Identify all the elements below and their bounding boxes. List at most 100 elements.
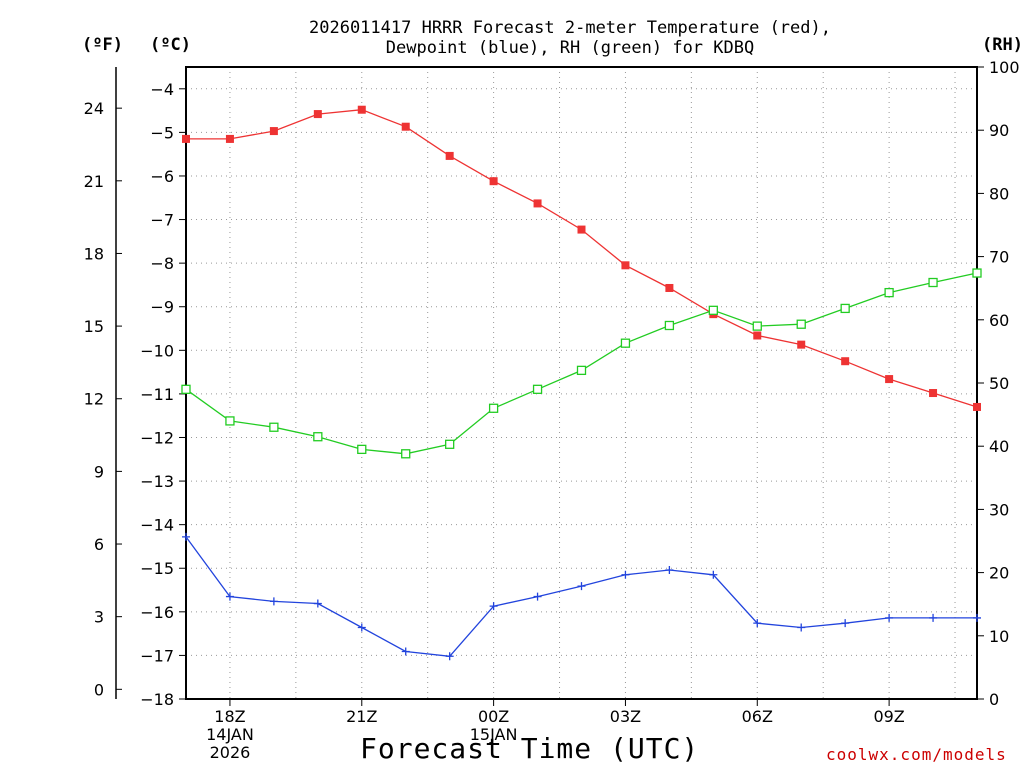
rh-tick-label: 70 xyxy=(989,248,1009,267)
fahrenheit-tick-label: 9 xyxy=(94,462,104,481)
dewpoint-point xyxy=(401,647,410,656)
rh-point xyxy=(269,422,279,432)
x-tick-label: 21Z xyxy=(346,707,377,726)
fahrenheit-tick-label: 6 xyxy=(94,535,104,554)
celsius-tick-label: −5 xyxy=(150,123,174,142)
rh-tick-label: 40 xyxy=(989,437,1009,456)
rh-tick-label: 0 xyxy=(989,690,999,709)
fahrenheit-axis-unit: (ºF) xyxy=(82,35,123,55)
rh-point xyxy=(884,287,894,298)
chart-title-line1: 2026011417 HRRR Forecast 2-meter Tempera… xyxy=(309,18,831,38)
temperature-point xyxy=(445,151,454,160)
rh-point xyxy=(181,384,191,394)
temperature-point xyxy=(269,127,278,136)
rh-tick-label: 30 xyxy=(989,500,1009,519)
series-layer xyxy=(181,105,982,661)
temperature-point xyxy=(797,340,806,349)
rh-tick-label: 60 xyxy=(989,311,1009,330)
rh-point xyxy=(313,432,323,442)
celsius-tick-label: −17 xyxy=(140,646,174,665)
celsius-axis-unit: (ºC) xyxy=(150,35,191,55)
rh-point xyxy=(620,338,631,348)
x-tick-label: 2026 xyxy=(210,743,251,762)
rh-point xyxy=(664,320,675,331)
dewpoint-point xyxy=(885,613,894,622)
rh-point xyxy=(532,384,543,394)
fahrenheit-tick-label: 12 xyxy=(84,390,104,409)
dewpoint-point xyxy=(753,619,762,628)
x-tick-label: 18Z xyxy=(214,707,245,726)
dewpoint-point xyxy=(357,623,366,632)
rh-tick-label: 50 xyxy=(989,374,1009,393)
rh-line xyxy=(185,272,978,455)
celsius-tick-label: −6 xyxy=(150,167,174,186)
celsius-tick-label: −8 xyxy=(150,254,174,273)
temperature-point xyxy=(313,110,322,119)
x-tick-label: 14JAN xyxy=(206,725,254,744)
temperature-point xyxy=(973,402,981,411)
dewpoint-point xyxy=(577,582,586,591)
temperature-point xyxy=(929,389,938,398)
celsius-tick-label: −14 xyxy=(140,516,174,535)
rh-tick-label: 80 xyxy=(989,184,1009,203)
grid-lines xyxy=(186,67,977,700)
rh-point xyxy=(928,277,938,288)
rh-point xyxy=(357,444,367,455)
x-tick-label: 09Z xyxy=(873,707,904,726)
fahrenheit-tick-label: 15 xyxy=(84,317,104,336)
dewpoint-point xyxy=(313,599,322,608)
x-tick-label: 06Z xyxy=(742,707,773,726)
temperature-point xyxy=(885,375,894,384)
celsius-tick-label: −10 xyxy=(140,341,174,360)
celsius-tick-label: −7 xyxy=(150,211,174,230)
dewpoint-point xyxy=(797,623,806,632)
chart-title-line2: Dewpoint (blue), RH (green) for KDBQ xyxy=(385,38,755,58)
dewpoint-line xyxy=(185,536,977,657)
x-axis-label: Forecast Time (UTC) xyxy=(360,732,700,765)
rh-point xyxy=(840,303,850,314)
temperature-point xyxy=(841,357,850,366)
axes xyxy=(115,66,978,700)
dewpoint-point xyxy=(841,619,850,628)
rh-point xyxy=(445,439,455,449)
x-tick-label: 03Z xyxy=(610,707,641,726)
temperature-point xyxy=(489,177,498,186)
dewpoint-point xyxy=(621,570,630,579)
temperature-point xyxy=(357,105,366,114)
dewpoint-point xyxy=(225,592,234,601)
celsius-tick-label: −4 xyxy=(150,80,174,99)
temperature-point xyxy=(225,134,234,143)
fahrenheit-tick-label: 21 xyxy=(84,172,104,191)
rh-point xyxy=(752,321,762,331)
celsius-tick-label: −12 xyxy=(140,428,174,447)
axis-ticks: −18 −17 −16 −15 −14 −13 −12 −11 −10 −9 −8 −7 −6 −5 −4 0… xyxy=(84,58,1020,762)
rh-tick-label: 10 xyxy=(989,627,1009,646)
dewpoint-point xyxy=(929,613,938,622)
celsius-tick-label: −16 xyxy=(140,603,174,622)
temperature-point xyxy=(753,331,762,340)
plot-frame xyxy=(185,66,978,700)
celsius-tick-label: −15 xyxy=(140,559,174,578)
source-credit: coolwx.com/models xyxy=(826,745,1007,764)
dewpoint-point xyxy=(665,565,674,574)
dewpoint-point xyxy=(709,570,718,579)
temperature-point xyxy=(665,283,674,292)
rh-point xyxy=(708,305,718,315)
temperature-line xyxy=(186,109,978,408)
celsius-tick-label: −9 xyxy=(150,298,174,317)
rh-point xyxy=(225,416,235,426)
rh-tick-label: 20 xyxy=(989,564,1009,583)
rh-tick-label: 100 xyxy=(989,58,1020,77)
celsius-tick-label: −13 xyxy=(140,472,174,491)
dewpoint-point xyxy=(973,613,981,622)
fahrenheit-tick-label: 24 xyxy=(84,99,104,118)
rh-axis-unit: (RH) xyxy=(982,35,1023,55)
dewpoint-point xyxy=(269,597,278,606)
temperature-point xyxy=(401,122,410,131)
rh-point xyxy=(576,365,587,376)
fahrenheit-tick-label: 18 xyxy=(84,244,104,263)
fahrenheit-tick-label: 3 xyxy=(94,608,104,627)
rh-tick-label: 90 xyxy=(989,121,1009,140)
celsius-tick-label: −18 xyxy=(140,690,174,709)
x-tick-label: 00Z xyxy=(478,707,509,726)
